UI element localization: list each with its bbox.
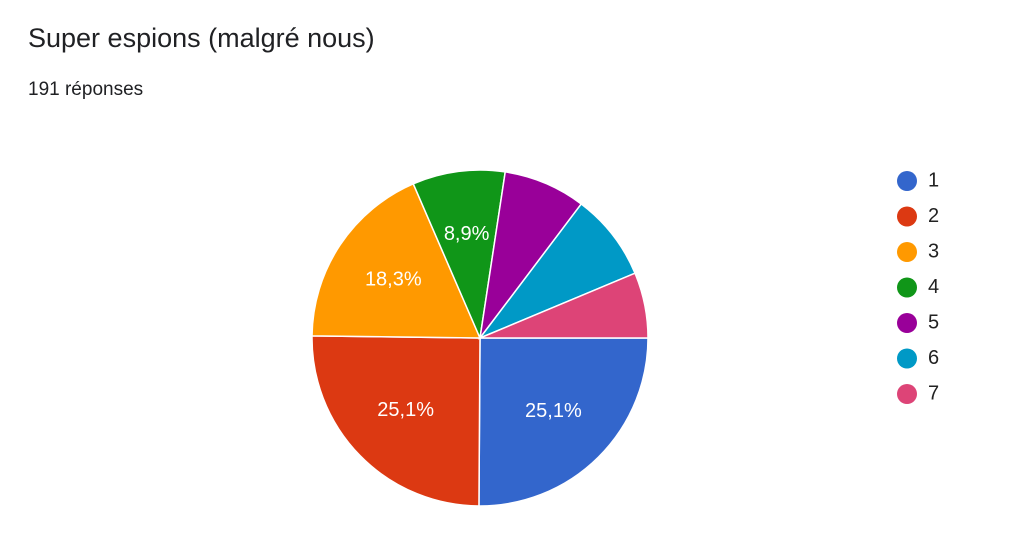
legend-swatch — [897, 242, 917, 262]
legend-swatch — [897, 348, 917, 369]
legend-swatch — [897, 206, 917, 227]
legend-swatch — [897, 384, 917, 404]
slice-label: 25,1% — [525, 400, 582, 422]
legend-label: 7 — [928, 382, 939, 404]
legend-swatch — [897, 277, 917, 298]
legend-label: 1 — [928, 169, 939, 191]
pie-slice — [477, 202, 636, 340]
pie-slice — [478, 337, 649, 507]
chart-subtitle: 191 réponses — [28, 79, 143, 100]
pie-slice — [412, 169, 507, 341]
pie-slice — [479, 272, 649, 339]
legend-label: 4 — [928, 276, 939, 298]
pie-slice — [311, 335, 481, 507]
legend-swatch — [897, 171, 917, 191]
slice-label: 18,3% — [365, 269, 422, 291]
slice-label: 25,1% — [377, 399, 434, 421]
slice-label: 8,9% — [444, 223, 490, 245]
pie-slice — [311, 182, 482, 339]
chart-title: Super espions (malgré nous) — [28, 23, 375, 53]
legend-swatch — [897, 313, 917, 333]
legend-label: 5 — [928, 311, 939, 333]
legend-label: 2 — [928, 205, 939, 227]
legend-label: 6 — [928, 347, 939, 369]
legend-label: 3 — [928, 240, 939, 262]
